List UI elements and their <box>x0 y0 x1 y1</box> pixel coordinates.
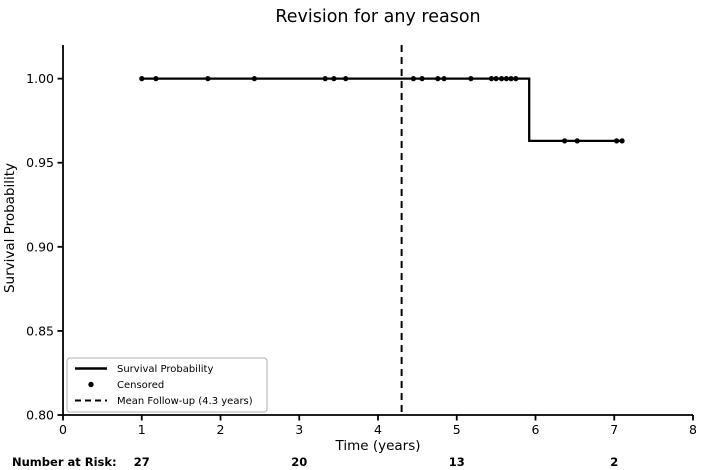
censored-marker <box>205 76 211 82</box>
legend-label-survival: Survival Probability <box>117 364 213 375</box>
censored-marker <box>251 76 257 82</box>
y-tick-label: 0.95 <box>26 155 54 170</box>
censored-marker <box>503 76 509 82</box>
number-at-risk-value: 13 <box>449 455 465 469</box>
censored-marker <box>153 76 159 82</box>
censored-marker <box>468 76 474 82</box>
legend-label-censored: Censored <box>117 380 164 391</box>
censored-marker <box>435 76 441 82</box>
y-tick-label: 0.80 <box>26 408 54 423</box>
number-at-risk-value: 2 <box>610 455 618 469</box>
y-axis-label: Survival Probability <box>2 163 18 293</box>
censored-marker <box>499 76 505 82</box>
number-at-risk-value: 27 <box>134 455 150 469</box>
censored-marker <box>441 76 447 82</box>
axes: 0 1 2 3 4 5 6 7 8 0.80 0.85 0.90 0.95 1.00 <box>26 45 697 437</box>
legend: Survival Probability Censored Mean Follo… <box>66 357 268 413</box>
censored-marker <box>331 76 337 82</box>
censored-marker <box>493 76 499 82</box>
chart-title: Revision for any reason <box>275 7 480 27</box>
x-tick-label: 4 <box>374 422 382 437</box>
x-tick-label: 1 <box>138 422 146 437</box>
censored-marker <box>410 76 416 82</box>
censored-marker <box>619 138 625 144</box>
censored-marker <box>488 76 494 82</box>
censored-marker <box>322 76 328 82</box>
survival-step-line <box>141 77 624 143</box>
x-tick-label: 7 <box>610 422 618 437</box>
legend-label-mean-followup: Mean Follow-up (4.3 years) <box>117 396 253 407</box>
y-tick-label: 0.85 <box>26 323 54 338</box>
number-at-risk-row: Number at Risk: 27 20 13 2 <box>12 455 618 469</box>
censored-marker <box>419 76 425 82</box>
censored-marker <box>574 138 580 144</box>
x-tick-label: 3 <box>295 422 303 437</box>
x-tick-label: 2 <box>217 422 225 437</box>
y-tick-label: 1.00 <box>26 71 54 86</box>
censored-marker <box>614 138 620 144</box>
number-at-risk-label: Number at Risk: <box>12 455 117 469</box>
censored-marker <box>139 76 145 82</box>
censored-marker <box>343 76 349 82</box>
number-at-risk-value: 20 <box>291 455 307 469</box>
censored-marker <box>513 76 519 82</box>
y-tick-label: 0.90 <box>26 239 54 254</box>
legend-censored-dot-sample <box>88 381 94 388</box>
x-tick-label: 5 <box>453 422 461 437</box>
censored-marker <box>562 138 568 144</box>
x-tick-label: 0 <box>59 422 67 437</box>
x-axis-label: Time (years) <box>334 438 420 454</box>
survival-curve <box>141 77 624 143</box>
legend-box <box>66 357 268 413</box>
censored-marker <box>508 76 514 82</box>
censored-markers <box>139 76 625 144</box>
x-tick-label: 6 <box>532 422 540 437</box>
x-tick-label: 8 <box>689 422 697 437</box>
